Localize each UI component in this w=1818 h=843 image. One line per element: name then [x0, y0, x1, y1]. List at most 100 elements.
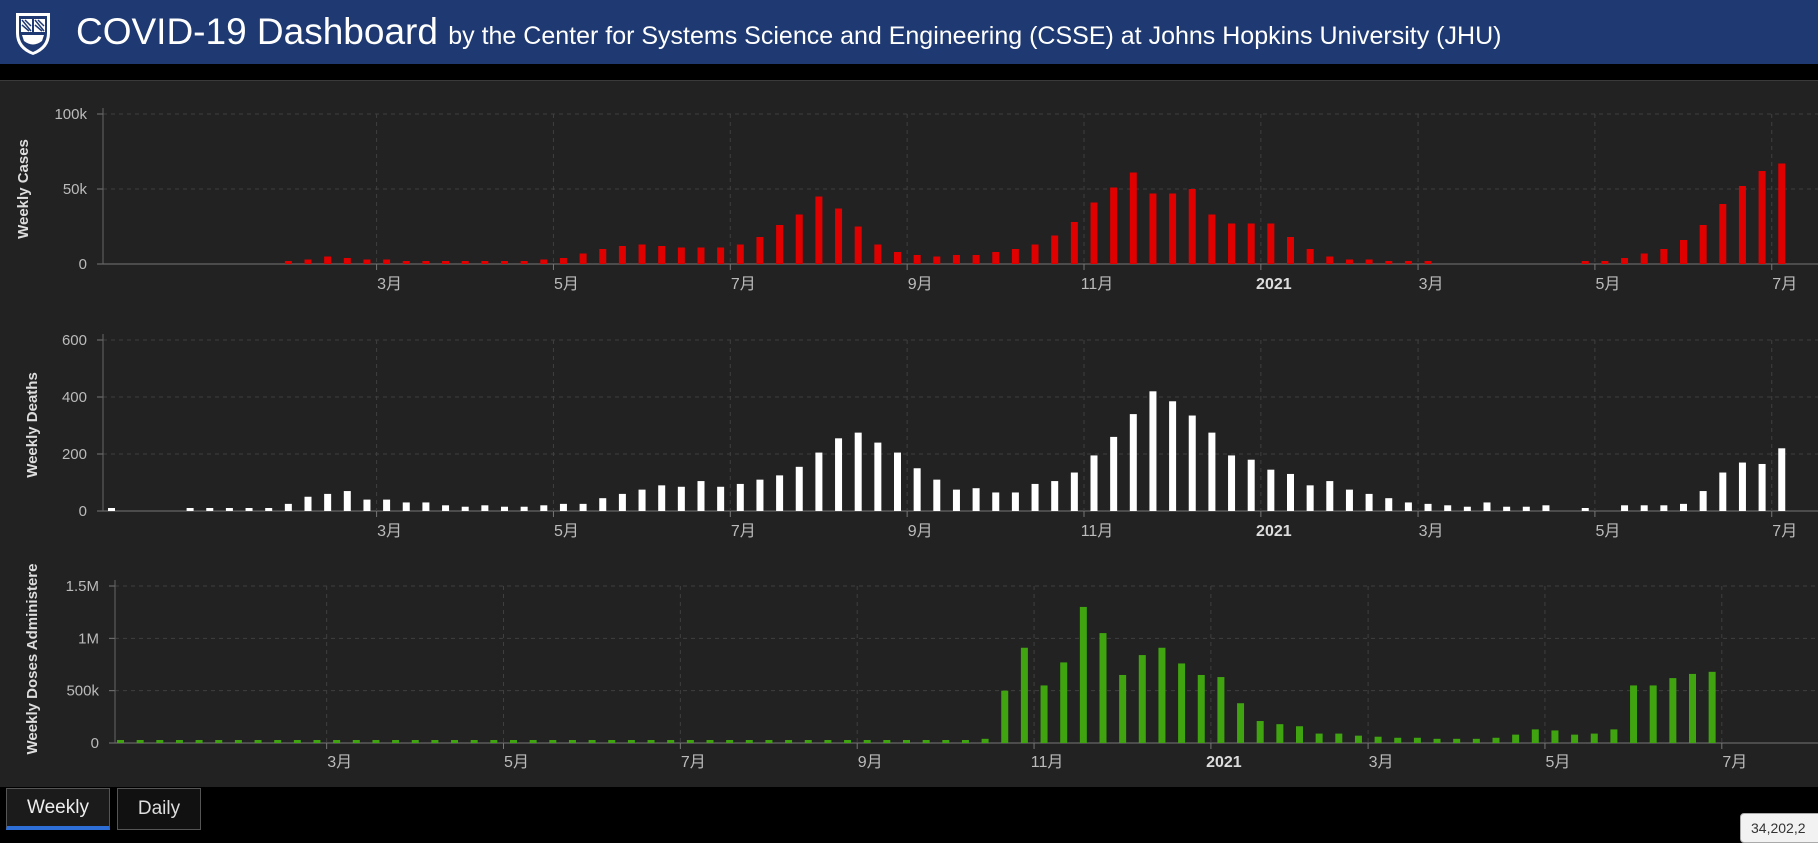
bar — [225, 508, 233, 511]
bar — [815, 452, 823, 511]
bar — [874, 244, 882, 264]
bar — [618, 246, 626, 264]
bar — [510, 740, 517, 743]
bar — [186, 508, 194, 511]
y-tick-label: 0 — [91, 735, 99, 752]
bar — [156, 740, 164, 743]
y-tick-label: 200 — [62, 446, 87, 463]
bar — [579, 253, 587, 264]
bar — [431, 740, 439, 743]
tab-weekly[interactable]: Weekly — [6, 788, 110, 830]
bar — [1001, 690, 1009, 743]
x-tick-label: 3月 — [1419, 523, 1444, 540]
tab-daily[interactable]: Daily — [117, 788, 201, 830]
bar — [422, 502, 430, 511]
bar — [392, 740, 400, 743]
y-tick-label: 1M — [78, 630, 99, 647]
bar — [1738, 186, 1746, 264]
bar — [481, 261, 489, 264]
bar — [1680, 503, 1687, 511]
bar — [1070, 222, 1078, 264]
bar — [765, 740, 773, 743]
bar — [324, 256, 332, 264]
bar — [1129, 414, 1137, 511]
bar — [1699, 491, 1707, 511]
bar — [245, 508, 253, 511]
bar — [608, 740, 616, 743]
bar — [1169, 401, 1177, 511]
bar — [540, 505, 548, 511]
bar — [1287, 237, 1294, 264]
bar — [1011, 492, 1019, 511]
bar — [1601, 261, 1609, 264]
bar — [520, 506, 528, 511]
bar — [1621, 258, 1629, 264]
bar — [402, 261, 410, 264]
x-tick-label: 7月 — [681, 754, 706, 771]
bar — [1267, 469, 1275, 511]
bar — [442, 505, 450, 511]
bar — [992, 252, 1000, 264]
bar — [638, 244, 646, 264]
bar — [383, 499, 391, 511]
bar — [501, 506, 508, 511]
bar — [756, 237, 764, 264]
bar — [697, 481, 705, 511]
bar — [1011, 249, 1019, 264]
bar — [913, 468, 921, 511]
bar — [804, 740, 812, 743]
x-tick-label: 3月 — [1419, 276, 1444, 293]
header-divider — [0, 64, 1818, 80]
bar — [1758, 463, 1766, 511]
bar — [1365, 259, 1373, 264]
bar — [1158, 647, 1166, 743]
bar — [1394, 737, 1402, 743]
bar — [579, 503, 587, 511]
y-tick-label: 50k — [63, 181, 88, 198]
bar — [1217, 677, 1225, 743]
bar — [1424, 261, 1432, 264]
bar — [1110, 436, 1118, 511]
bar — [1413, 737, 1421, 743]
x-tick-label: 9月 — [908, 276, 933, 293]
bar — [1247, 223, 1255, 264]
bar — [402, 502, 410, 511]
bar — [961, 740, 969, 743]
bar — [568, 740, 576, 743]
y-axis-title: Weekly Cases — [15, 139, 32, 239]
bar — [1590, 733, 1598, 743]
bar — [785, 740, 793, 743]
bar — [501, 261, 508, 264]
bar — [1208, 214, 1216, 264]
bar — [942, 740, 950, 743]
bar — [1621, 505, 1629, 511]
bar — [863, 740, 871, 743]
bar — [776, 475, 784, 511]
bar — [647, 740, 655, 743]
bar — [1169, 193, 1177, 264]
bar — [933, 256, 941, 264]
bar — [274, 740, 282, 743]
y-tick-label: 0 — [79, 256, 87, 273]
x-tick-label: 7月 — [1772, 523, 1797, 540]
bar — [1404, 502, 1412, 511]
bar — [1119, 674, 1127, 743]
bar — [1542, 505, 1550, 511]
bar — [1060, 662, 1068, 743]
bar — [903, 740, 910, 743]
x-tick-label: 3月 — [327, 754, 352, 771]
bar — [1208, 432, 1216, 511]
x-tick-label: 7月 — [1772, 276, 1797, 293]
chart-1: 050k100k3月5月7月9月11月20213月5月7月9月Weekly Ca… — [15, 106, 1818, 293]
bar — [383, 259, 391, 264]
bar — [756, 479, 764, 511]
bar — [933, 479, 941, 511]
bar — [1178, 663, 1186, 743]
bar — [1031, 244, 1039, 264]
y-tick-label: 400 — [62, 389, 87, 406]
x-tick-label: 5月 — [554, 276, 579, 293]
bar — [1453, 738, 1461, 743]
bar — [1228, 455, 1236, 511]
x-tick-label: 3月 — [1369, 754, 1394, 771]
bar — [1492, 737, 1500, 743]
